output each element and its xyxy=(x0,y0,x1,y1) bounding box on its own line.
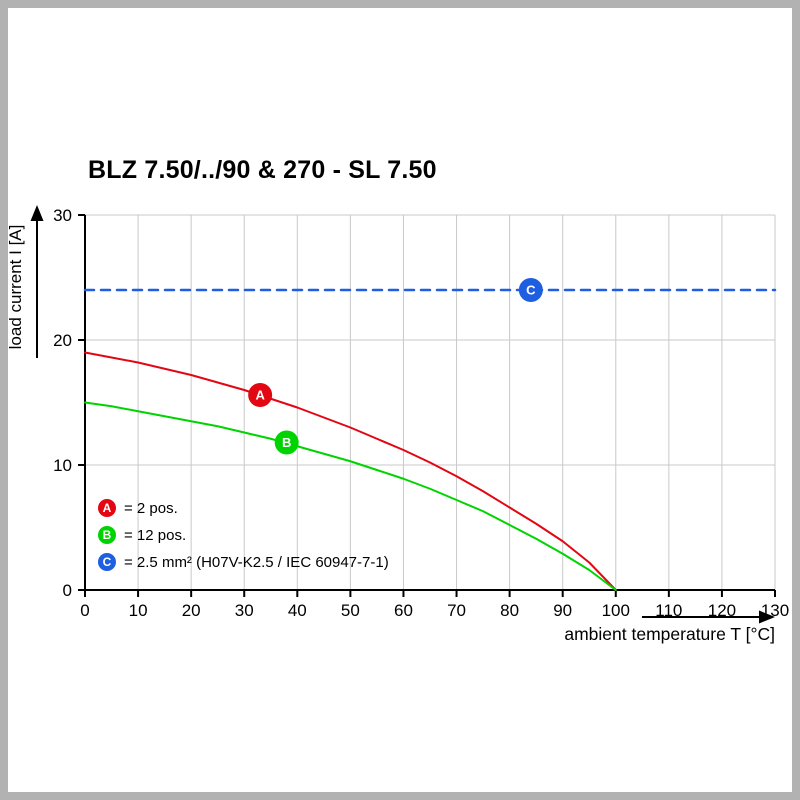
x-tick-label: 60 xyxy=(394,601,413,620)
y-axis-arrow-head xyxy=(30,205,44,221)
chart-title: BLZ 7.50/../90 & 270 - SL 7.50 xyxy=(88,156,437,184)
legend-label-c: = 2.5 mm² (H07V-K2.5 / IEC 60947-7-1) xyxy=(124,553,389,571)
legend-item-b: B = 12 pos. xyxy=(98,526,389,544)
marker-c-letter: C xyxy=(526,283,536,298)
marker-b xyxy=(274,430,299,455)
series-b-line xyxy=(84,401,617,591)
marker-c xyxy=(518,278,543,302)
marker-a xyxy=(248,383,273,407)
legend-item-c: C = 2.5 mm² (H07V-K2.5 / IEC 60947-7-1) xyxy=(98,553,389,571)
x-tick-label: 0 xyxy=(80,601,89,620)
y-tick-label: 10 xyxy=(53,456,72,475)
legend-badge-c: C xyxy=(98,553,116,571)
x-tick-label: 80 xyxy=(500,601,519,620)
series-a-line xyxy=(84,351,617,591)
x-tick-label: 30 xyxy=(235,601,254,620)
x-tick-label: 100 xyxy=(602,601,630,620)
y-tick-label: 0 xyxy=(63,581,72,600)
legend-label-b: = 12 pos. xyxy=(124,526,187,544)
x-tick-label: 10 xyxy=(129,601,148,620)
x-tick-label: 40 xyxy=(288,601,307,620)
chart-legend: A = 2 pos. B = 12 pos. C = 2.5 mm² (H07V-K2.5… xyxy=(98,499,389,580)
x-tick-label: 20 xyxy=(182,601,201,620)
y-tick-label: 30 xyxy=(53,206,72,225)
x-tick-label: 120 xyxy=(708,601,736,620)
x-tick-label: 110 xyxy=(655,601,682,620)
marker-a-letter: A xyxy=(255,388,265,403)
legend-item-a: A = 2 pos. xyxy=(98,499,389,517)
legend-badge-b: B xyxy=(98,526,116,544)
x-axis-arrow-head xyxy=(759,610,775,624)
y-tick-label: 20 xyxy=(53,331,72,350)
x-tick-label: 70 xyxy=(447,601,466,620)
legend-badge-a: A xyxy=(98,499,116,517)
x-tick-label: 90 xyxy=(553,601,572,620)
legend-label-a: = 2 pos. xyxy=(124,499,178,517)
marker-b-letter: B xyxy=(282,435,291,450)
x-axis-label: ambient temperature T [°C] xyxy=(564,624,775,644)
x-tick-label: 50 xyxy=(341,601,360,620)
